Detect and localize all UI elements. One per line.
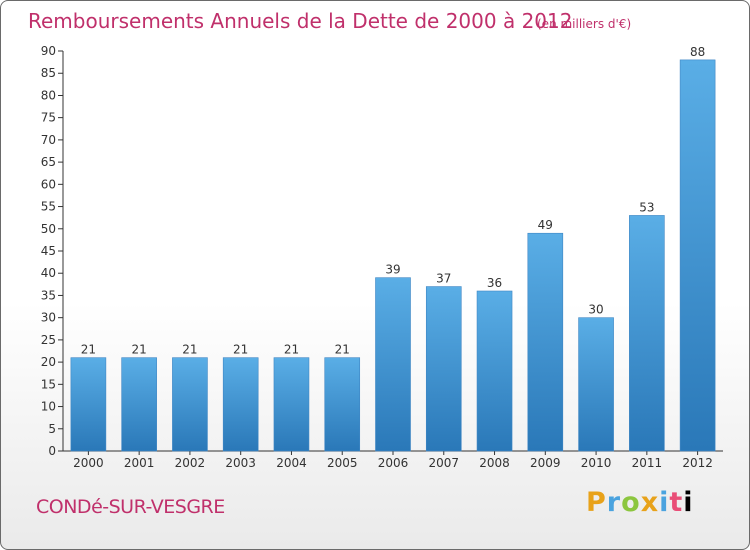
bar-2006 [375, 277, 411, 452]
y-tick-label: 90 [41, 44, 56, 58]
logo-letter: i [683, 487, 694, 518]
y-tick-label: 30 [41, 311, 56, 325]
x-axis: 2000 2001 2002 2003 2004 2005 2006 2007 2008 2009… [63, 450, 723, 470]
value-labels: 21 21 21 21 21 21 39 37 36 49 30 53 88 [81, 45, 706, 357]
bar-2004 [273, 357, 310, 452]
bar-2003 [222, 357, 259, 452]
proxiti-logo: Proxiti [586, 487, 694, 518]
x-tick-label: 2003 [225, 456, 256, 470]
chart-title: Remboursements Annuels de la Dette de 20… [28, 9, 573, 33]
bars [70, 59, 716, 452]
y-tick-label: 70 [41, 133, 56, 147]
x-tick-label: 2001 [124, 456, 155, 470]
value-label-2005: 21 [335, 343, 350, 357]
y-tick-label: 25 [41, 333, 56, 347]
y-tick-label: 40 [41, 266, 56, 280]
value-label-2009: 49 [538, 218, 553, 232]
value-label-2003: 21 [233, 343, 248, 357]
y-tick-label: 75 [41, 111, 56, 125]
logo-letter: x [640, 487, 660, 518]
bar-2012 [679, 59, 716, 452]
y-tick-label: 35 [41, 288, 56, 302]
value-label-2002: 21 [182, 343, 197, 357]
y-tick-label: 45 [41, 244, 56, 258]
bar-2001 [121, 357, 157, 452]
value-label-2008: 36 [487, 276, 502, 290]
value-label-2007: 37 [436, 272, 451, 286]
x-tick-label: 2008 [479, 456, 510, 470]
x-tick-label: 2007 [428, 456, 459, 470]
logo-letter: t [669, 487, 684, 518]
y-tick-label: 55 [41, 200, 56, 214]
y-tick-label: 20 [41, 355, 56, 369]
y-tick-label: 0 [48, 444, 56, 458]
logo-letter: r [606, 487, 622, 518]
x-tick-label: 2010 [581, 456, 612, 470]
value-label-2004: 21 [284, 343, 299, 357]
bar-2000 [70, 357, 107, 452]
y-tick-label: 10 [41, 400, 56, 414]
commune-name: CONDé-SUR-VESGRE [36, 496, 225, 518]
y-tick-label: 85 [41, 66, 56, 80]
y-tick-label: 65 [41, 155, 56, 169]
bar-2011 [629, 215, 665, 452]
logo-letter: i [659, 487, 670, 518]
value-label-2001: 21 [132, 343, 147, 357]
bar-2009 [527, 232, 564, 452]
x-tick-label: 2002 [175, 456, 206, 470]
x-tick-label: 2006 [378, 456, 409, 470]
bar-2007 [425, 286, 462, 452]
x-tick-label: 2000 [73, 456, 104, 470]
y-tick-label: 15 [41, 377, 56, 391]
value-label-2000: 21 [81, 343, 96, 357]
bar-2002 [172, 357, 208, 452]
x-tick-label: 2012 [682, 456, 713, 470]
y-axis: 0 5 10 15 20 25 30 35 40 45 50 55 60 65 70 75 80 85 90 [41, 44, 64, 458]
value-label-2012: 88 [690, 45, 705, 59]
x-tick-label: 2005 [327, 456, 358, 470]
chart-unit-note: (en milliers d'€) [537, 17, 632, 31]
value-label-2011: 53 [639, 200, 654, 214]
bar-2008 [476, 290, 513, 452]
bar-2010 [578, 317, 614, 452]
value-label-2006: 39 [385, 263, 400, 277]
y-tick-label: 5 [48, 422, 56, 436]
value-label-2010: 30 [588, 303, 603, 317]
bar-2005 [324, 357, 361, 452]
x-tick-label: 2004 [276, 456, 307, 470]
logo-letter: o [621, 487, 641, 518]
x-tick-label: 2011 [632, 456, 663, 470]
y-tick-label: 60 [41, 177, 56, 191]
x-tick-label: 2009 [530, 456, 561, 470]
logo-letter: P [586, 487, 607, 518]
y-tick-label: 50 [41, 222, 56, 236]
y-tick-label: 80 [41, 88, 56, 102]
